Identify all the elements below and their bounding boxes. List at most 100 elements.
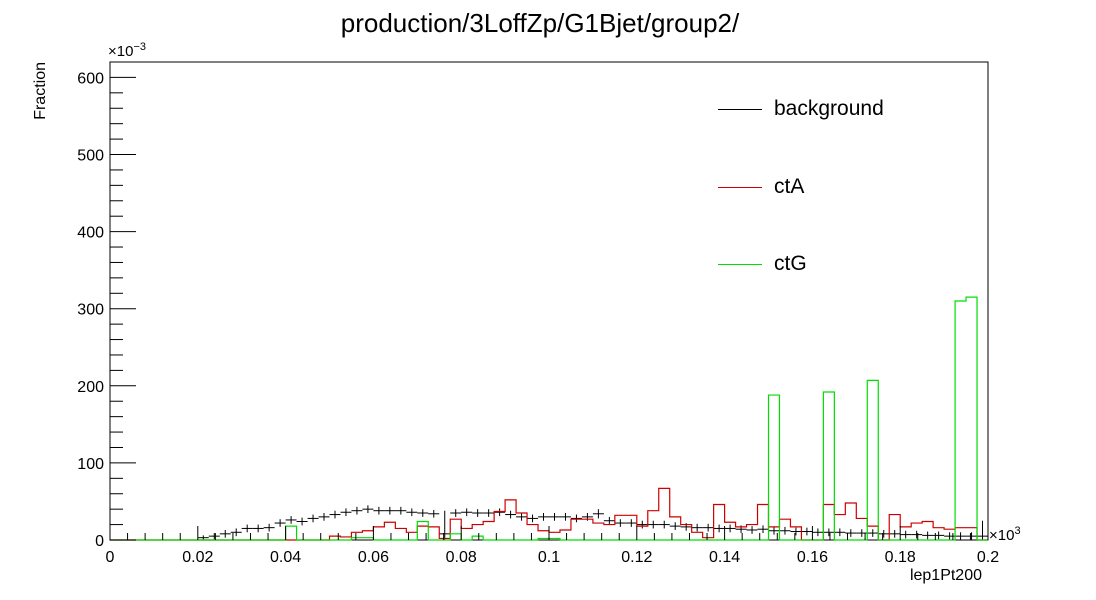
x-tick-label: 0.02 — [182, 549, 213, 566]
x-axis-label: lep1Pt200 — [910, 567, 982, 584]
series-background-point — [669, 522, 681, 530]
series-background-point — [724, 524, 736, 533]
series-background-point — [516, 513, 528, 521]
y-tick-label: 200 — [77, 379, 104, 396]
series-background-point — [790, 527, 802, 536]
y-tick-label: 600 — [77, 70, 104, 87]
series-background-point — [208, 533, 220, 540]
legend-label-ctG: ctG — [774, 252, 807, 275]
series-background-point — [933, 531, 945, 540]
series-background-point — [285, 516, 297, 524]
legend: background ctA ctG — [718, 88, 958, 288]
x-tick-label: 0.16 — [797, 549, 828, 566]
series-background-point — [406, 508, 418, 517]
series-background-point — [494, 508, 506, 517]
series-background-point — [274, 519, 286, 527]
x-axis-multiplier: ×103 — [989, 525, 1021, 544]
legend-swatch-ctA — [718, 186, 762, 188]
x-tick-label: 0.12 — [621, 549, 652, 566]
series-background-point — [197, 535, 209, 540]
series-background-point — [340, 508, 352, 517]
series-background-point — [768, 526, 780, 535]
series-background-point — [219, 529, 231, 538]
series-background-point — [307, 514, 319, 523]
y-tick-label: 400 — [77, 225, 104, 242]
y-tick-label: 0 — [95, 533, 104, 550]
series-background-point — [527, 514, 539, 523]
y-axis-label: Fraction — [32, 62, 49, 120]
series-background-point — [395, 506, 407, 515]
series-background-point — [823, 528, 835, 537]
legend-label-ctA: ctA — [774, 175, 805, 198]
y-tick-label: 500 — [77, 148, 104, 165]
series-background-point — [922, 531, 934, 540]
y-axis-ticks: 0 100 200 300 400 500 600 — [77, 61, 136, 550]
series-background-point — [900, 530, 912, 539]
series-background-point — [867, 529, 879, 537]
legend-item-ctG: ctG — [718, 249, 807, 279]
series-background-point — [911, 530, 923, 539]
series-background-point — [428, 509, 440, 518]
series-background-point — [834, 528, 846, 537]
series-background-point — [384, 506, 396, 515]
legend-item-background: background — [718, 94, 884, 124]
series-background-point — [878, 529, 890, 538]
series-background-point — [296, 517, 308, 526]
series-background-point — [966, 532, 978, 540]
series-background-point — [329, 510, 341, 519]
series-background-point — [746, 526, 758, 534]
x-tick-label: 0.18 — [885, 549, 916, 566]
x-tick-label: 0 — [106, 549, 115, 566]
series-background-point — [538, 513, 549, 521]
series-background-point — [263, 523, 275, 532]
series-background-point — [702, 523, 714, 532]
series-background-point — [955, 532, 967, 540]
x-axis-ticks: 0 0.02 0.04 0.06 0.08 0.1 0.12 0.14 0.16 0.18 0.2 — [106, 526, 999, 566]
series-background-point — [549, 513, 560, 521]
series-background-point — [252, 524, 264, 533]
series-background-point — [713, 524, 725, 533]
series-ctA-step-line — [110, 487, 988, 541]
series-background-point — [318, 513, 330, 521]
x-tick-label: 0.1 — [538, 549, 560, 566]
series-background-point — [241, 524, 253, 533]
series-background-point — [647, 520, 659, 529]
x-tick-label: 0.06 — [358, 549, 389, 566]
series-background-point — [559, 513, 571, 521]
series-background-point — [801, 527, 813, 536]
series-background-point — [636, 520, 648, 529]
series-background-point — [977, 520, 988, 540]
series-background-point — [944, 532, 956, 540]
series-background-point — [439, 510, 451, 540]
series-background-point — [757, 525, 769, 534]
series-background-point — [570, 514, 582, 523]
series-background-point — [856, 529, 868, 537]
legend-label-background: background — [774, 97, 884, 120]
series-background-point — [845, 529, 857, 537]
series-background-point — [450, 509, 462, 517]
series-background-point — [417, 509, 429, 517]
y-tick-label: 300 — [77, 302, 104, 319]
legend-item-ctA: ctA — [718, 172, 804, 202]
legend-swatch-ctG — [718, 263, 762, 265]
x-tick-label: 0.08 — [446, 549, 477, 566]
series-background-point — [472, 509, 484, 517]
series-background-point — [351, 506, 363, 515]
series-background-point — [603, 516, 615, 525]
series-background-point — [614, 519, 626, 527]
x-tick-label: 0.2 — [977, 549, 999, 566]
series-background-point — [658, 520, 670, 529]
series-background-point — [592, 509, 604, 519]
series-background-point — [483, 509, 495, 517]
series-background-point — [505, 510, 517, 519]
legend-swatch-background — [718, 108, 762, 110]
y-tick-label: 100 — [77, 456, 104, 473]
x-tick-label: 0.14 — [709, 549, 740, 566]
series-background-point — [691, 523, 703, 532]
series-background-point — [812, 528, 824, 537]
y-axis-multiplier: ×10−3 — [108, 41, 146, 60]
series-background-point — [362, 505, 374, 514]
series-background-point — [779, 526, 791, 535]
chart-title: production/3LoffZp/G1Bjet/group2/ — [341, 8, 740, 38]
